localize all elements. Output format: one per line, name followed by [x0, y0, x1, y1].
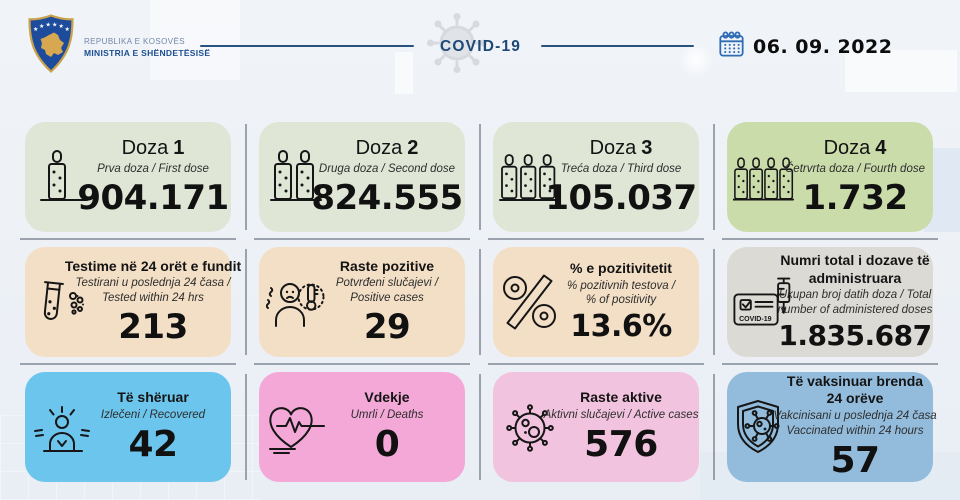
divider — [479, 374, 481, 480]
divider — [488, 363, 704, 365]
divider — [488, 238, 704, 240]
card-title: Raste aktive — [580, 389, 662, 406]
card-total-doses: COVID-19 Numri total i dozave të administ… — [727, 247, 933, 357]
card-subtitle: Potvrđeni slučajevi / Positive cases — [335, 277, 439, 305]
divider — [20, 363, 236, 365]
card-title: Vdekje — [364, 389, 410, 406]
card-subtitle: Prva doza / First dose — [97, 163, 209, 176]
card-title: Të shëruar — [117, 389, 189, 406]
card-title: Të vaksinuar brenda 24 orëve — [786, 372, 924, 407]
card-subtitle: Testirani u poslednja 24 časa / Tested wi… — [75, 277, 231, 305]
divider — [713, 374, 715, 480]
card-positivity-percent: % e pozitivitetit % pozitivnih testova /… — [493, 247, 699, 357]
card-dose-3: Doza 3 Treća doza / Third dose 105.037 — [493, 122, 699, 232]
svg-text:★: ★ — [65, 26, 70, 33]
card-recovered: Të shëruar Izlečeni / Recovered 42 — [25, 372, 231, 482]
card-value: 904.171 — [77, 178, 229, 219]
divider — [245, 249, 247, 355]
kosovo-coat-of-arms-logo: ★ ★ ★ ★ ★ ★ — [28, 14, 74, 78]
background-decoration — [678, 42, 714, 78]
card-title: Raste pozitive — [339, 257, 435, 274]
card-title: Doza 3 — [589, 137, 653, 160]
divider — [254, 363, 470, 365]
card-value: 42 — [128, 423, 178, 465]
card-value: 1.835.687 — [778, 319, 932, 353]
card-subtitle: Izlečeni / Recovered — [100, 408, 206, 421]
test-tube-virus-icon — [31, 247, 93, 357]
svg-text:★: ★ — [33, 26, 38, 33]
card-value: 824.555 — [311, 178, 463, 219]
card-positive-cases: Raste pozitive Potvrđeni slučajevi / Posi… — [259, 247, 465, 357]
card-title: Doza 2 — [355, 137, 419, 160]
svg-text:★: ★ — [39, 23, 44, 30]
virus-watermark-icon — [426, 12, 488, 79]
card-subtitle: Umrli / Deaths — [350, 408, 424, 421]
card-title: Numri total i dozave të administruara — [780, 252, 930, 286]
card-subtitle: Druga doza / Second dose — [318, 163, 456, 176]
card-value: 105.037 — [545, 178, 697, 219]
virus-icon — [499, 372, 561, 482]
ampoule-1-icon — [31, 122, 93, 232]
divider — [245, 124, 247, 230]
card-subtitle: Vakcinisani u poslednja 24 časa Vaccinate… — [773, 409, 937, 437]
card-value: 0 — [374, 423, 400, 465]
header-divider-right — [541, 45, 694, 47]
recovered-person-icon — [31, 372, 93, 482]
card-value: 213 — [118, 307, 188, 348]
svg-text:★: ★ — [59, 23, 64, 30]
ministry-name: REPUBLIKA E KOSOVËS MINISTRIA E SHËNDETË… — [84, 37, 210, 59]
divider — [713, 124, 715, 230]
card-title: Doza 4 — [823, 137, 887, 160]
divider — [722, 363, 938, 365]
date-display: 06. 09. 2022 — [719, 31, 892, 62]
card-value: 29 — [363, 307, 411, 348]
vaccination-card-syringe-icon: COVID-19 — [733, 247, 795, 357]
divider — [245, 374, 247, 480]
card-tests-24h: Testime në 24 orët e fundit Testirani u … — [25, 247, 241, 357]
card-title: Testime në 24 orët e fundit — [64, 257, 242, 274]
card-title: % e pozitivitetit — [570, 260, 672, 277]
divider — [479, 124, 481, 230]
svg-text:COVID-19: COVID-19 — [739, 316, 772, 323]
card-subtitle: Treća doza / Third dose — [560, 163, 682, 176]
card-deaths: Vdekje Umrli / Deaths 0 — [259, 372, 465, 482]
divider — [479, 249, 481, 355]
card-vaccinated-24h: Të vaksinuar brenda 24 orëve Vakcinisani … — [727, 372, 937, 482]
card-value: 57 — [830, 439, 880, 481]
page-title: COVID-19 — [440, 38, 522, 55]
card-value: 1.732 — [802, 178, 908, 219]
calendar-icon — [719, 31, 744, 62]
org-line2: MINISTRIA E SHËNDETËSISË — [84, 47, 211, 58]
card-subtitle: % pozitivnih testova /% of positivity — [566, 279, 676, 307]
card-subtitle: Četrvrta doza / Fourth dose — [785, 163, 925, 176]
ampoule-2-icon — [265, 122, 327, 232]
svg-text:★: ★ — [46, 22, 51, 29]
background-decoration — [395, 52, 413, 94]
card-dose-4: Doza 4 Četrvrta doza / Fourth dose 1.732 — [727, 122, 933, 232]
card-value: 13.6% — [570, 309, 672, 345]
card-subtitle: Aktivni slučajevi / Active cases — [543, 408, 699, 421]
divider — [722, 238, 938, 240]
shield-virus-icon — [733, 372, 795, 482]
percent-icon — [499, 247, 561, 357]
divider — [713, 249, 715, 355]
divider — [20, 238, 236, 240]
card-dose-1: Doza 1 Prva doza / First dose 904.171 — [25, 122, 231, 232]
card-active-cases: Raste aktive Aktivni slučajevi / Active … — [493, 372, 699, 482]
svg-text:★: ★ — [52, 22, 57, 29]
card-value: 576 — [584, 423, 658, 465]
divider — [254, 238, 470, 240]
org-line1: REPUBLIKA E KOSOVËS — [84, 37, 185, 46]
header-divider-left — [200, 45, 414, 47]
ampoule-3-icon — [499, 122, 561, 232]
heart-pulse-icon — [265, 372, 327, 482]
card-dose-2: Doza 2 Druga doza / Second dose 824.555 — [259, 122, 465, 232]
fever-person-icon — [265, 247, 327, 357]
card-title: Doza 1 — [121, 137, 185, 160]
ampoule-4-icon — [733, 122, 795, 232]
report-date: 06. 09. 2022 — [753, 35, 893, 58]
card-subtitle: Ukupan broj datih doza / Total number of … — [777, 289, 933, 317]
